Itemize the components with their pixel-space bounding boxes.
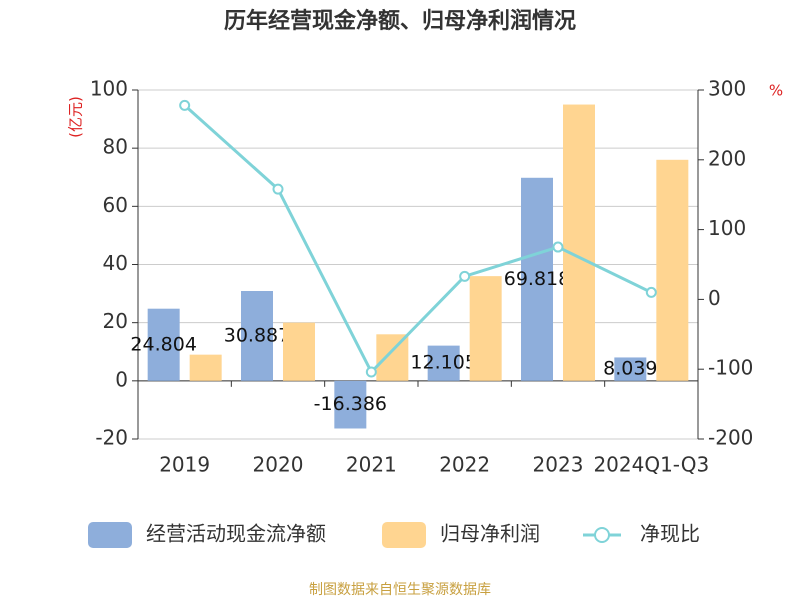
line-point <box>459 270 471 282</box>
y2-tick-label: 100 <box>708 216 746 240</box>
value-label: 24.804 <box>130 333 196 355</box>
legend-swatch <box>88 522 132 548</box>
x-tick-label: 2019 <box>159 453 210 477</box>
line-point <box>552 241 564 253</box>
line-point <box>645 286 657 298</box>
bar <box>656 159 689 381</box>
y2-tick-label: 300 <box>708 77 746 101</box>
x-tick-label: 2023 <box>533 453 584 477</box>
bar <box>469 276 502 381</box>
legend-label: 净现比 <box>640 522 700 546</box>
y2-tick-label: 200 <box>708 146 746 170</box>
y2-axis-title: % <box>769 82 783 100</box>
y2-tick-label: 0 <box>708 286 721 310</box>
y-tick-label: -20 <box>95 426 128 450</box>
bar <box>334 380 367 429</box>
bar <box>521 177 553 381</box>
value-label: -16.386 <box>314 393 387 415</box>
bar <box>283 322 315 381</box>
bar <box>147 308 180 381</box>
source-note: 制图数据来自恒生聚源数据库 <box>309 582 491 598</box>
line <box>183 104 652 375</box>
y-tick-label: 20 <box>103 309 128 333</box>
line-point <box>272 183 284 195</box>
bar <box>376 334 409 381</box>
y-tick-label: 80 <box>103 135 128 159</box>
value-label: 69.818 <box>504 268 570 290</box>
bar <box>189 354 222 381</box>
bar <box>427 345 460 381</box>
y-tick-label: 100 <box>90 77 128 101</box>
legend-swatch <box>382 522 426 548</box>
y-tick-label: 40 <box>103 251 128 275</box>
line-point <box>179 99 191 111</box>
y2-tick-label: -100 <box>708 356 753 380</box>
line-point <box>365 366 377 378</box>
bar <box>241 291 273 381</box>
x-tick-label: 2022 <box>439 453 490 477</box>
chart-title: 历年经营现金净额、归母净利润情况 <box>224 8 576 34</box>
bar <box>614 357 647 381</box>
value-label: 8.039 <box>603 358 657 380</box>
x-tick-label: 2024Q1-Q3 <box>593 453 709 477</box>
y-axis-title: (亿元) <box>67 96 85 138</box>
y-tick-label: 60 <box>103 193 128 217</box>
legend-label: 归母净利润 <box>440 522 540 546</box>
legend-label: 经营活动现金流净额 <box>146 522 326 546</box>
y-tick-label: 0 <box>115 367 128 391</box>
x-tick-label: 2020 <box>253 453 304 477</box>
x-tick-label: 2021 <box>346 453 397 477</box>
bar <box>563 104 595 381</box>
legend-marker <box>594 527 610 543</box>
value-label: 30.887 <box>224 324 290 346</box>
y2-tick-label: -200 <box>708 426 753 450</box>
value-label: 12.105 <box>410 352 476 374</box>
